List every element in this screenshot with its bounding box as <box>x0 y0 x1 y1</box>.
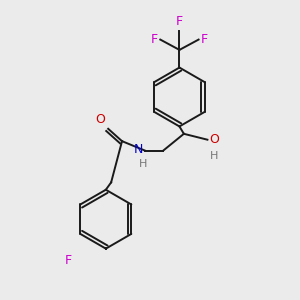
Text: O: O <box>95 113 105 126</box>
Text: F: F <box>151 33 158 46</box>
Text: H: H <box>210 151 218 161</box>
Text: F: F <box>201 33 208 46</box>
Text: H: H <box>139 159 148 170</box>
Text: F: F <box>64 254 72 267</box>
Text: N: N <box>134 143 143 156</box>
Text: O: O <box>209 133 219 146</box>
Text: F: F <box>176 15 183 28</box>
